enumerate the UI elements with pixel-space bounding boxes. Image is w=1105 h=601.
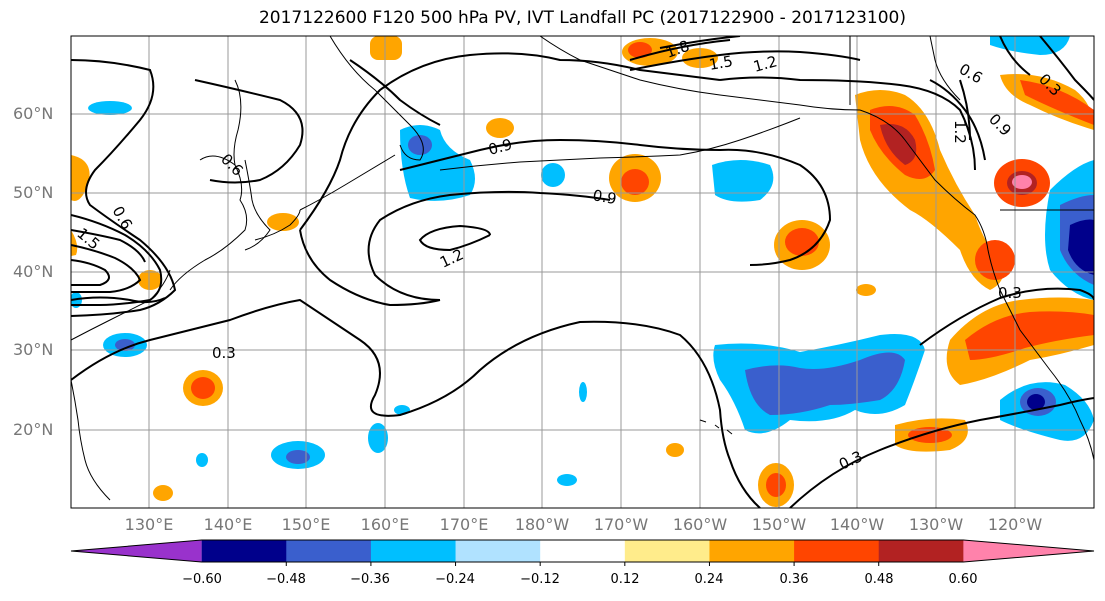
colorbar-tick-label: −0.12	[520, 572, 560, 587]
lon-label: 140°E	[203, 515, 253, 534]
colorbar-segment	[624, 540, 710, 562]
contour-label: 1.5	[708, 52, 735, 74]
colorbar-segment	[709, 540, 795, 562]
shaded-field	[71, 36, 1094, 507]
colorbar-segment	[794, 540, 880, 562]
colorbar-segment	[286, 540, 372, 562]
plot-frame	[70, 35, 1095, 509]
colorbar-extend-min	[71, 540, 202, 562]
lon-label: 130°E	[124, 515, 174, 534]
contour-label: 1.2	[751, 52, 779, 76]
lon-label: 170°W	[593, 515, 649, 534]
colorbar-segment	[540, 540, 626, 562]
contour-label: 0.3	[998, 284, 1022, 302]
colorbar-extend-max	[963, 540, 1094, 562]
lat-label: 30°N	[13, 340, 54, 359]
colorbar-tick-label: −0.60	[182, 572, 222, 587]
lat-label: 20°N	[13, 420, 54, 439]
colorbar-tick-label: 0.24	[694, 572, 724, 587]
lon-label: 130°W	[908, 515, 964, 534]
colorbar-segment	[455, 540, 541, 562]
lon-label: 140°W	[829, 515, 885, 534]
lat-label: 50°N	[13, 183, 54, 202]
lat-label: 40°N	[13, 262, 54, 281]
colorbar-tick-label: −0.48	[266, 572, 306, 587]
colorbar-segment	[878, 540, 964, 562]
colorbar-tick-label: −0.24	[435, 572, 475, 587]
colorbar-tick-label: 0.48	[864, 572, 894, 587]
lat-label: 60°N	[13, 104, 54, 123]
contour-label: 0.9	[486, 135, 514, 159]
lon-label: 120°W	[987, 515, 1043, 534]
lon-label: 160°E	[360, 515, 410, 534]
lon-label: 170°E	[439, 515, 489, 534]
colorbar	[70, 539, 1095, 566]
map-title: 2017122600 F120 500 hPa PV, IVT Landfall…	[258, 8, 906, 28]
colorbar-tick-label: 0.60	[948, 572, 978, 587]
lon-label: 150°E	[281, 515, 331, 534]
grid-lines	[71, 36, 1094, 508]
colorbar-tick-label: −0.36	[350, 572, 390, 587]
colorbar-outline	[70, 539, 1095, 563]
colorbar-tick-label: 0.36	[779, 572, 809, 587]
colorbar-tick-label: 0.12	[610, 572, 640, 587]
colorbar-segment	[370, 540, 457, 562]
lon-label: 150°W	[751, 515, 807, 534]
contour-label: 1.2	[951, 120, 969, 144]
contour-label: 0.9	[591, 186, 618, 208]
contour-label: 0.3	[212, 344, 236, 362]
pv-contours	[71, 36, 1094, 508]
colorbar-segment	[201, 540, 287, 562]
coastlines	[71, 36, 1094, 501]
lon-label: 160°W	[672, 515, 728, 534]
lon-label: 180°W	[514, 515, 570, 534]
